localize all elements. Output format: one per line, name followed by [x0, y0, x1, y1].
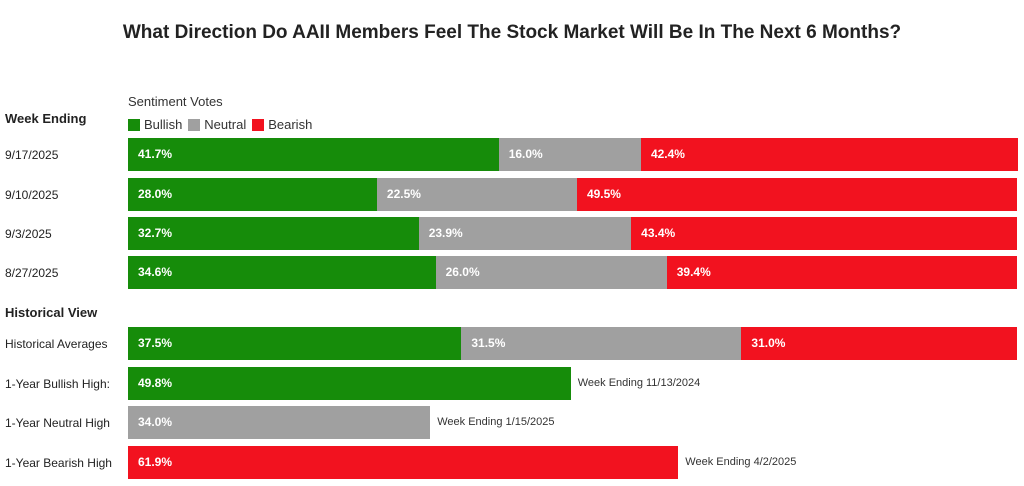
high-note-bullish: Week Ending 11/13/2024: [577, 377, 701, 389]
week-value-bullish-3: 34.6%: [138, 265, 173, 279]
week-value-bearish-2: 43.4%: [641, 226, 676, 240]
week-value-bullish-1: 28.0%: [138, 187, 173, 201]
week-ending-heading: Week Ending: [5, 111, 87, 126]
high-bar-bearish: 61.9%: [128, 446, 679, 479]
high-label-bullish: 1-Year Bullish High:: [5, 377, 110, 391]
historical-average-value-neutral-0: 31.5%: [471, 336, 506, 350]
legend-label-bearish: Bearish: [268, 117, 313, 132]
week-bar-neutral-2: 23.9%: [418, 217, 632, 250]
week-bar-bearish-1: 49.5%: [576, 178, 1017, 211]
high-note-bearish: Week Ending 4/2/2025: [685, 456, 797, 468]
high-label-neutral: 1-Year Neutral High: [5, 416, 110, 430]
week-bar-neutral-3: 26.0%: [435, 256, 667, 289]
historical-average-value-bearish-0: 31.0%: [751, 336, 786, 350]
high-value-bearish: 61.9%: [138, 455, 173, 469]
week-bar-bearish-0: 42.4%: [640, 138, 1018, 171]
week-label-0: 9/17/2025: [5, 148, 59, 162]
week-value-bearish-0: 42.4%: [650, 147, 685, 161]
legend-item-bullish: Bullish: [128, 117, 182, 132]
legend-swatch-bearish: [252, 118, 265, 131]
historical-average-bar-bullish-0: 37.5%: [128, 327, 462, 360]
high-bar-bullish: 49.8%: [128, 367, 571, 400]
week-value-neutral-2: 23.9%: [428, 226, 463, 240]
high-value-neutral: 34.0%: [138, 415, 173, 429]
legend-label-bullish: Bullish: [144, 117, 183, 132]
high-label-bearish: 1-Year Bearish High: [5, 456, 112, 470]
week-value-neutral-0: 16.0%: [508, 147, 543, 161]
legend-label-neutral: Neutral: [204, 117, 247, 132]
week-value-bearish-3: 39.4%: [676, 265, 711, 279]
historical-average-value-bullish-0: 37.5%: [138, 336, 173, 350]
legend-item-neutral: Neutral: [188, 117, 246, 132]
week-value-bullish-0: 41.7%: [138, 147, 173, 161]
chart-title: What Direction Do AAII Members Feel The …: [122, 22, 902, 43]
week-bar-bullish-0: 41.7%: [128, 138, 499, 171]
week-value-neutral-3: 26.0%: [445, 265, 480, 279]
historical-view-heading: Historical View: [5, 305, 98, 320]
week-value-neutral-1: 22.5%: [386, 187, 421, 201]
week-bar-bullish-2: 32.7%: [128, 217, 419, 250]
week-value-bearish-1: 49.5%: [586, 187, 621, 201]
high-value-bullish: 49.8%: [138, 376, 173, 390]
week-bar-bearish-3: 39.4%: [666, 256, 1017, 289]
week-bar-bullish-3: 34.6%: [128, 256, 436, 289]
week-bar-neutral-1: 22.5%: [376, 178, 577, 211]
legend-title: Sentiment Votes: [128, 94, 223, 109]
week-value-bullish-2: 32.7%: [138, 226, 173, 240]
week-label-2: 9/3/2025: [5, 227, 52, 241]
legend-swatch-neutral: [188, 118, 201, 131]
week-bar-bullish-1: 28.0%: [128, 178, 377, 211]
legend-item-bearish: Bearish: [252, 117, 312, 132]
week-label-1: 9/10/2025: [5, 188, 59, 202]
high-bar-neutral: 34.0%: [128, 406, 431, 439]
historical-average-bar-bearish-0: 31.0%: [741, 327, 1017, 360]
week-bar-neutral-0: 16.0%: [498, 138, 641, 171]
high-note-neutral: Week Ending 1/15/2025: [437, 416, 555, 428]
week-bar-bearish-2: 43.4%: [631, 217, 1017, 250]
legend: Bullish Neutral Bearish: [128, 117, 318, 132]
legend-swatch-bullish: [128, 118, 140, 131]
historical-average-bar-neutral-0: 31.5%: [461, 327, 742, 360]
week-label-3: 8/27/2025: [5, 266, 59, 280]
historical-average-label-0: Historical Averages: [5, 337, 108, 351]
